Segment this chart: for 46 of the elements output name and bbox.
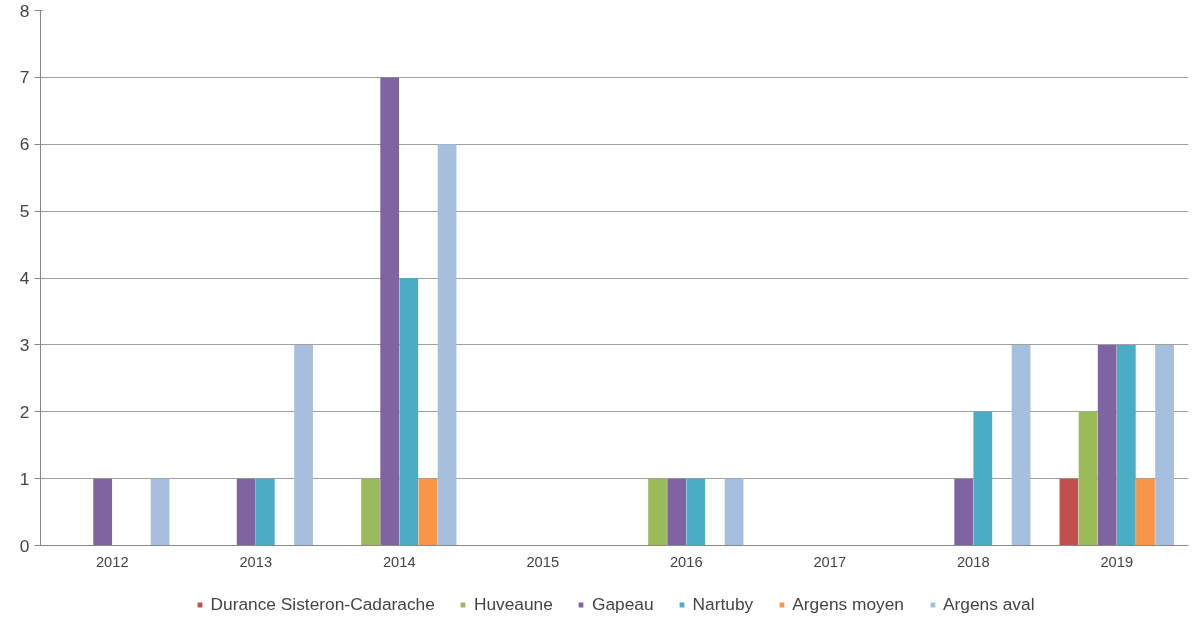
legend-label: Gapeau <box>591 593 654 615</box>
y-tick-label: 1 <box>19 468 30 489</box>
y-tick-label: 0 <box>19 535 30 556</box>
bar <box>724 478 744 546</box>
bar <box>418 478 438 546</box>
bar <box>648 478 667 546</box>
bar <box>1097 344 1117 546</box>
y-tick-label: 3 <box>19 334 30 355</box>
bar <box>380 77 400 546</box>
y-tick-label: 8 <box>19 0 30 21</box>
bar <box>437 144 457 546</box>
bar <box>399 278 419 546</box>
bar <box>236 478 256 546</box>
legend-label: Durance Sisteron-Cadarache <box>210 593 435 615</box>
bar <box>1078 411 1098 546</box>
bar <box>361 478 380 546</box>
x-tick-label: 2018 <box>956 553 990 570</box>
x-tick-label: 2013 <box>239 553 273 570</box>
y-tick-label: 2 <box>19 401 30 422</box>
x-tick-label: 2019 <box>1100 553 1134 570</box>
bar <box>150 478 170 546</box>
x-tick-label: 2012 <box>95 553 129 570</box>
y-tick-label: 5 <box>19 201 30 222</box>
bar <box>93 478 113 546</box>
bar <box>1136 478 1155 546</box>
bar <box>1011 344 1031 546</box>
x-tick-label: 2015 <box>526 553 560 570</box>
bar <box>954 478 974 546</box>
bar <box>1059 478 1079 546</box>
legend-label: Nartuby <box>692 593 754 615</box>
bar <box>686 478 706 546</box>
bar <box>667 478 687 546</box>
x-tick-label: 2016 <box>669 553 703 570</box>
legend-label: Argens aval <box>943 593 1035 615</box>
y-tick-label: 6 <box>19 134 30 155</box>
bar <box>1155 344 1174 546</box>
y-tick-label: 4 <box>19 268 30 288</box>
y-tick-label: 7 <box>19 67 30 88</box>
x-tick-label: 2017 <box>813 553 847 570</box>
x-tick-label: 2014 <box>382 553 416 570</box>
bar <box>294 344 313 546</box>
legend-label: Argens moyen <box>792 593 905 615</box>
bar <box>1116 344 1136 546</box>
bar <box>973 411 993 546</box>
bar <box>255 478 275 546</box>
legend-label: Huveaune <box>473 593 553 615</box>
